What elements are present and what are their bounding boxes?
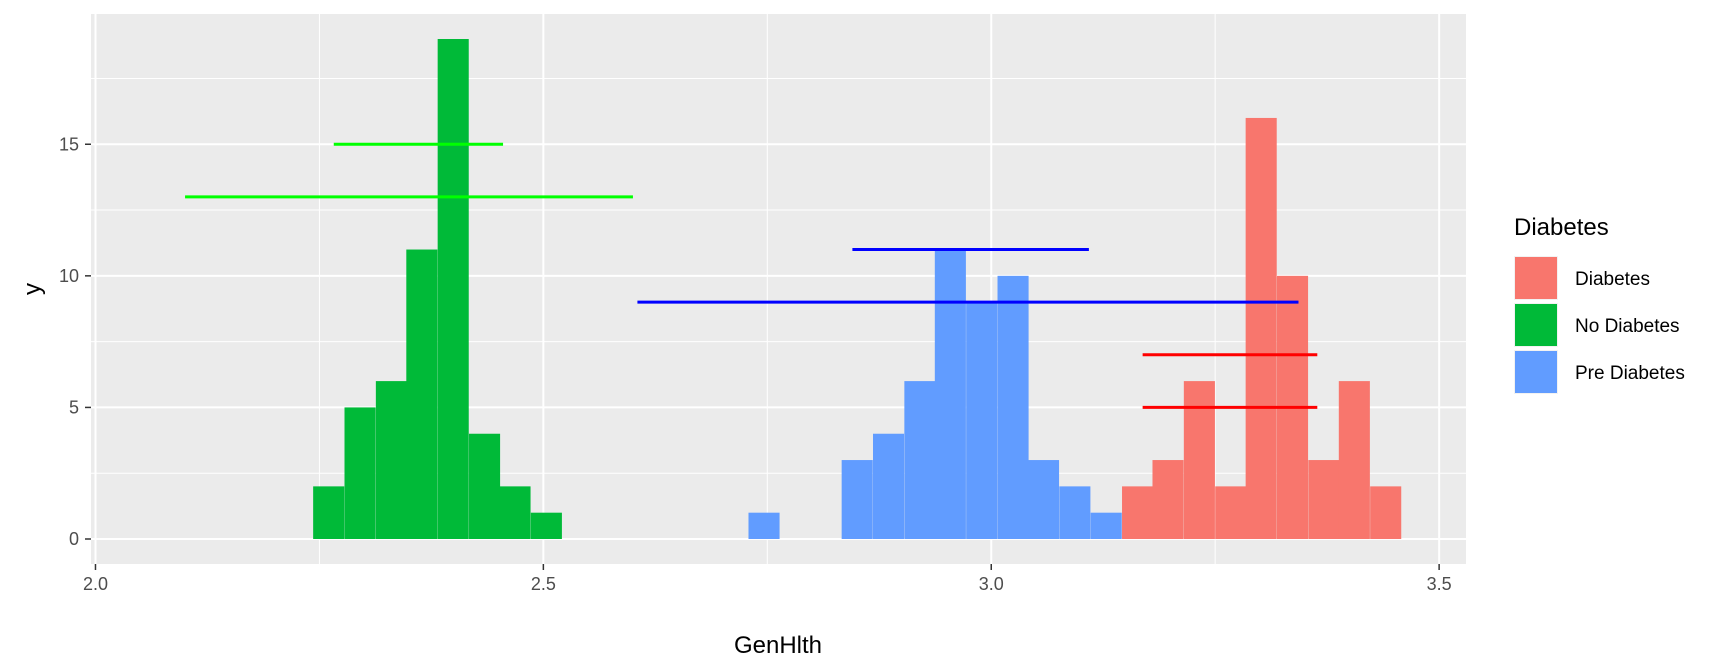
reference-segments xyxy=(185,142,1318,409)
histogram-bar xyxy=(934,249,966,540)
y-tick-label: 15 xyxy=(59,134,79,154)
y-tick-label: 0 xyxy=(69,529,79,549)
histogram-bar xyxy=(1152,460,1184,539)
legend-entries: Diabetes No Diabetes Pre Diabetes xyxy=(1514,256,1685,394)
x-axis-title: GenHlth xyxy=(734,632,822,659)
histogram-bar xyxy=(1308,460,1340,539)
histogram-bar xyxy=(375,381,407,539)
x-tick-label: 3.0 xyxy=(979,574,1004,594)
y-tick-label: 10 xyxy=(59,266,79,286)
histogram-bar xyxy=(469,433,501,539)
histogram-bar xyxy=(873,433,905,539)
histogram-bar xyxy=(406,249,438,540)
x-axis: 2.0 2.5 3.0 3.5 xyxy=(83,564,1452,594)
histogram-bar xyxy=(1059,486,1091,539)
minor-gridlines xyxy=(91,14,1466,564)
legend-swatch xyxy=(1515,257,1557,299)
legend-swatch xyxy=(1515,304,1557,346)
histogram-bar xyxy=(1122,486,1154,539)
histogram-bar xyxy=(1245,117,1277,540)
y-axis: 0 5 10 15 xyxy=(59,134,91,549)
histogram-bar xyxy=(841,460,873,539)
histogram-bar xyxy=(499,486,531,539)
histogram-bar xyxy=(1215,486,1247,539)
y-tick-label: 5 xyxy=(69,397,79,417)
legend-label: Diabetes xyxy=(1575,269,1650,290)
histogram-bar xyxy=(1370,486,1402,539)
histogram-bar xyxy=(313,486,345,539)
legend-swatch xyxy=(1515,351,1557,393)
histogram-bar xyxy=(1027,460,1060,539)
x-tick-label: 2.5 xyxy=(531,574,556,594)
y-axis-title: y xyxy=(19,283,46,295)
legend: Diabetes Diabetes No Diabetes Pre Diabetes xyxy=(1514,214,1685,394)
legend-title: Diabetes xyxy=(1514,214,1609,241)
legend-label: No Diabetes xyxy=(1575,316,1680,337)
histogram-bar xyxy=(530,512,562,539)
histogram-bar xyxy=(997,275,1029,539)
histogram-bar xyxy=(966,302,998,539)
legend-label: Pre Diabetes xyxy=(1575,363,1685,384)
histogram-bar xyxy=(1090,512,1122,539)
histogram-bar xyxy=(1338,381,1370,539)
histogram-bar xyxy=(344,407,376,539)
histogram-bar xyxy=(748,512,780,539)
histogram-bar xyxy=(437,39,469,539)
plot-panel xyxy=(91,14,1466,564)
x-tick-label: 2.0 xyxy=(83,574,108,594)
histogram-bar xyxy=(1183,381,1215,539)
x-tick-label: 3.5 xyxy=(1427,574,1452,594)
histogram-bar xyxy=(904,381,936,539)
